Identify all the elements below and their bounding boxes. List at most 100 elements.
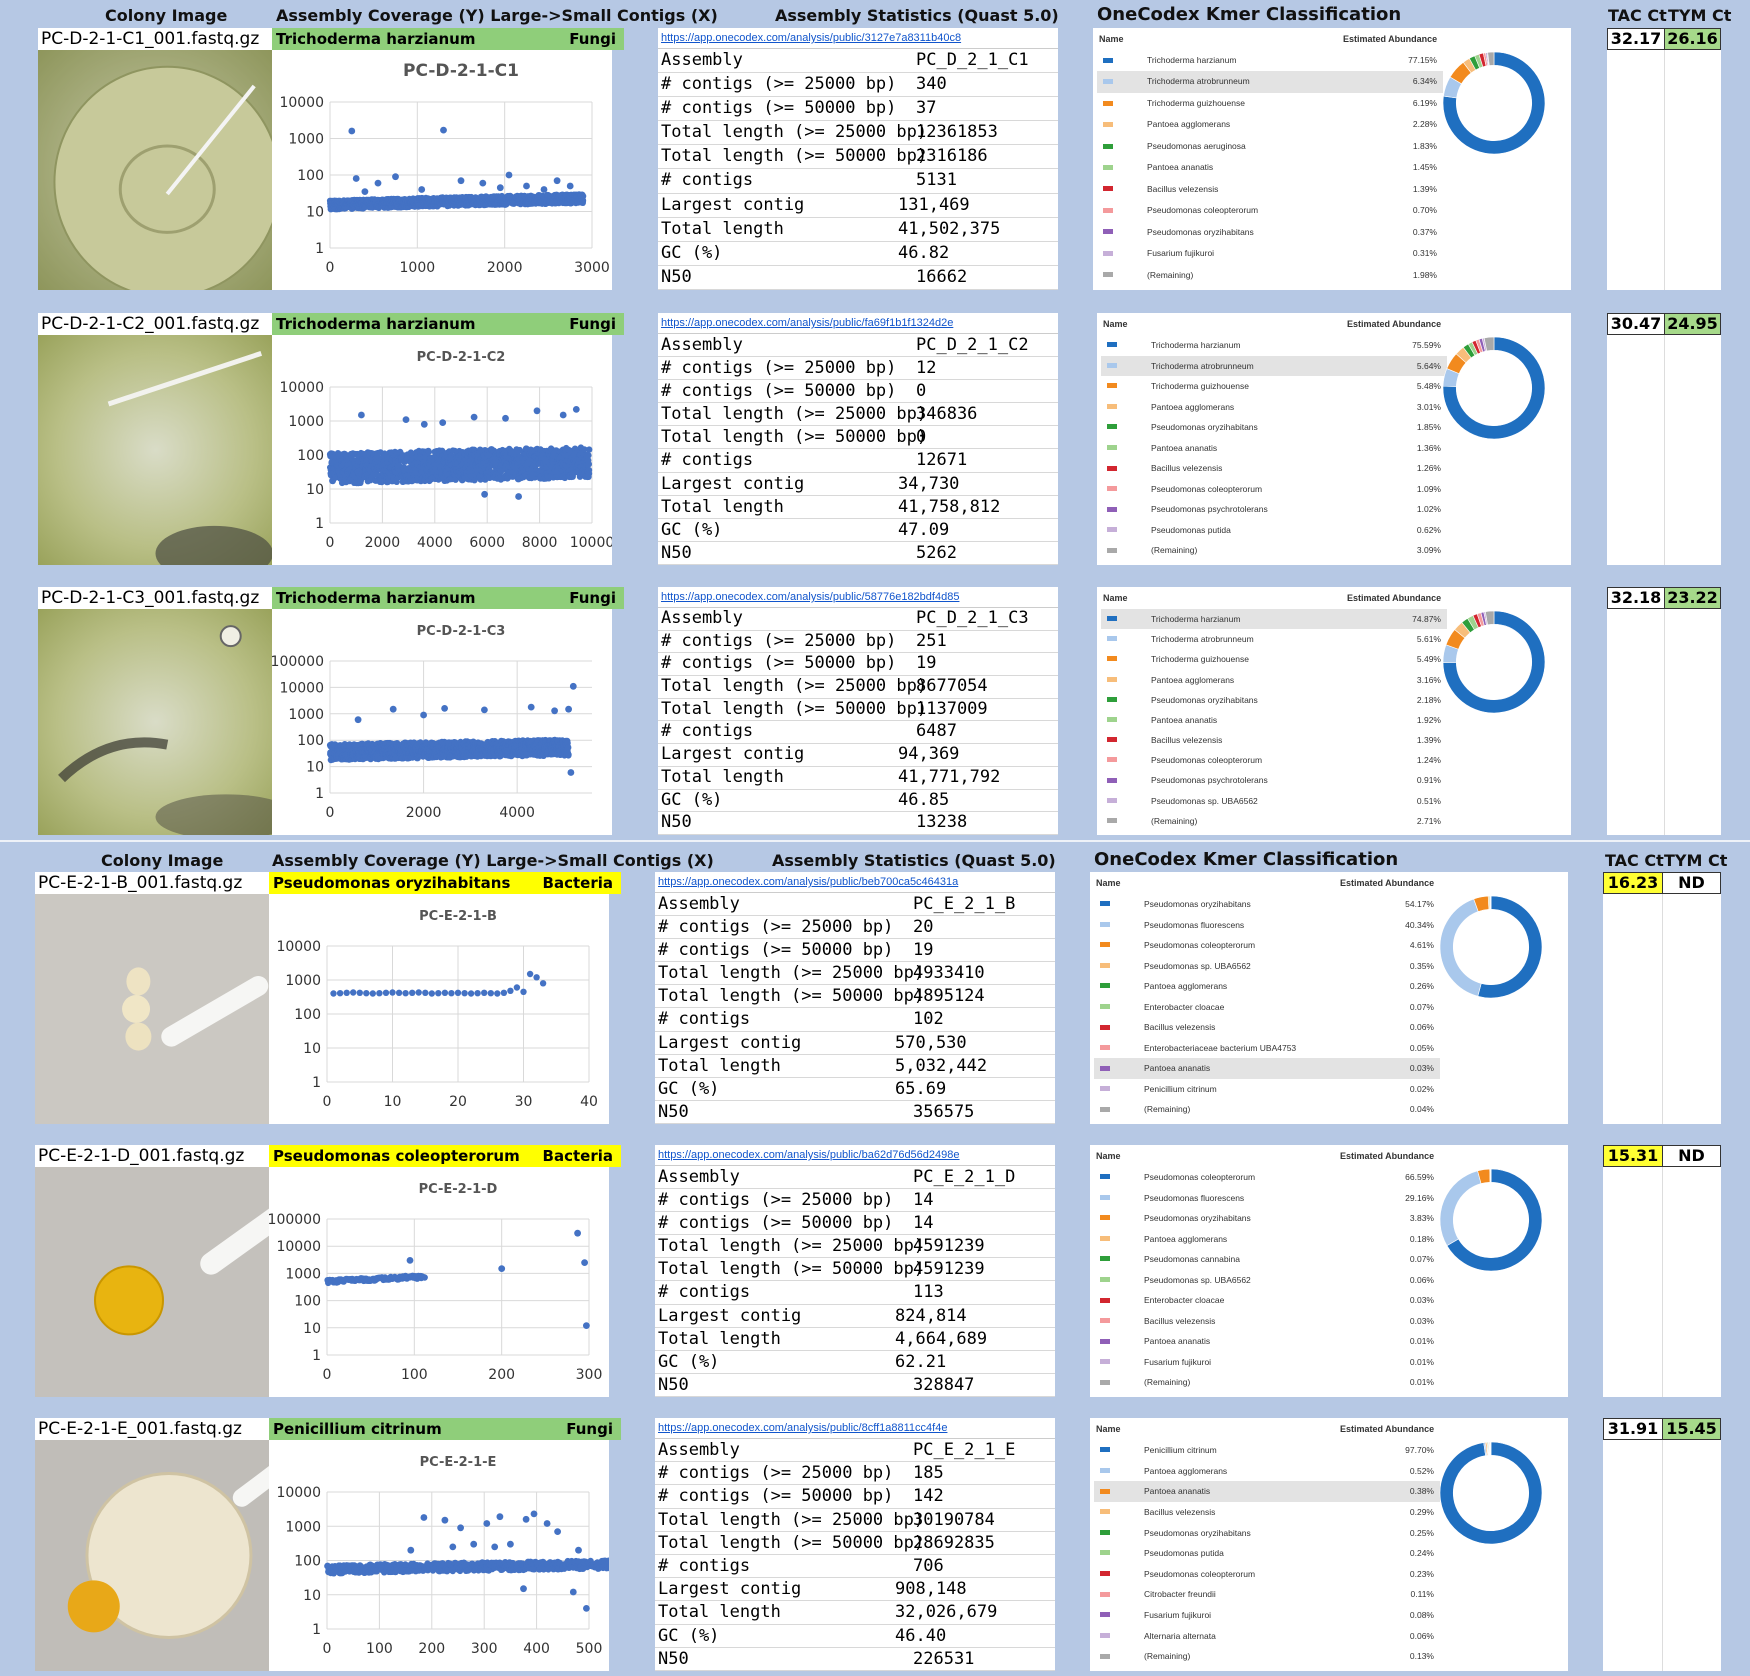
kmer-abundance-value: 3.09% [1417, 540, 1441, 561]
kmer-abundance-value: 1.83% [1413, 136, 1437, 157]
stats-row: # contigs (>= 25000 bp)14 [655, 1189, 1055, 1212]
data-point [426, 449, 432, 455]
x-tick-label: 2000 [365, 535, 401, 551]
data-point [501, 990, 507, 996]
onecodex-link[interactable]: https://app.onecodex.com/analysis/public… [655, 1145, 1055, 1166]
onecodex-link[interactable]: https://app.onecodex.com/analysis/public… [658, 28, 1058, 49]
stats-label: # contigs (>= 25000 bp) [661, 631, 896, 653]
kmer-row[interactable]: (Remaining)1.98% [1097, 265, 1443, 286]
data-point [581, 1259, 588, 1266]
legend-swatch [1100, 1066, 1110, 1071]
legend-swatch [1100, 1025, 1110, 1030]
onecodex-link[interactable]: https://app.onecodex.com/analysis/public… [658, 587, 1058, 608]
series-points [327, 683, 577, 776]
kingdom-label: Bacteria [543, 874, 613, 892]
kmer-taxon-name: Pantoea agglomerans [1151, 670, 1234, 690]
y-tick-label: 1000 [288, 414, 324, 430]
stats-label: Assembly [658, 1166, 740, 1188]
stats-value: PC_E_2_1_D [913, 1166, 1015, 1188]
onecodex-link[interactable]: https://app.onecodex.com/analysis/public… [658, 313, 1058, 334]
kmer-row[interactable]: (Remaining)0.04% [1094, 1099, 1440, 1120]
stats-label: N50 [661, 266, 692, 289]
data-point [396, 990, 402, 996]
stats-value: 41,771,792 [898, 767, 1000, 789]
stats-label: GC (%) [661, 242, 722, 265]
x-tick-label: 2000 [406, 805, 442, 821]
data-point [479, 180, 486, 187]
data-point [586, 470, 592, 476]
legend-swatch [1107, 445, 1117, 450]
stats-value: 14 [913, 1189, 933, 1211]
stats-value: PC_D_2_1_C3 [916, 608, 1029, 630]
kmer-taxon-name: Pseudomonas psychrotolerans [1151, 499, 1268, 520]
kmer-abundance-value: 4.61% [1410, 935, 1434, 956]
kmer-abundance-value: 0.03% [1410, 1058, 1434, 1079]
y-tick-label: 10 [303, 1041, 321, 1057]
y-tick-label: 1 [315, 241, 324, 257]
stats-row: Total length (>= 50000 bp)4895124 [655, 985, 1055, 1008]
kmer-row[interactable]: (Remaining)2.71% [1101, 811, 1447, 831]
stats-value: 41,758,812 [898, 496, 1000, 518]
organism-name: Trichoderma harzianum [276, 315, 475, 333]
kmer-taxon-name: Pseudomonas coleopterorum [1144, 1167, 1255, 1188]
colony-dot [95, 1266, 163, 1334]
kmer-abundance-value: 6.34% [1413, 71, 1437, 92]
kmer-name-header: Name [1096, 878, 1121, 888]
kingdom-label: Bacteria [543, 1147, 613, 1165]
onecodex-link[interactable]: https://app.onecodex.com/analysis/public… [655, 872, 1055, 893]
data-point [357, 990, 363, 996]
kmer-row[interactable]: (Remaining)3.09% [1101, 540, 1447, 561]
abundance-donut [1441, 609, 1547, 715]
data-point [407, 1257, 414, 1264]
y-tick-label: 100000 [269, 1212, 321, 1228]
kmer-abundance-value: 6.19% [1413, 93, 1437, 114]
